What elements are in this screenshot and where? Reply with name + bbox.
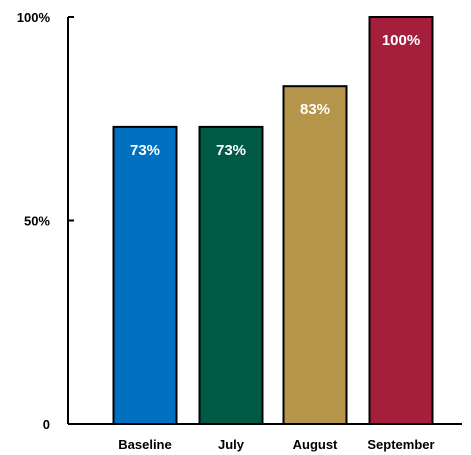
y-tick-label: 50% [24, 214, 50, 229]
bar [282, 85, 348, 425]
y-tick-label: 100% [17, 10, 51, 25]
x-tick-label: Baseline [118, 437, 171, 452]
x-tick-label: August [293, 437, 338, 452]
bar [368, 16, 434, 425]
bar-value-label: 83% [300, 101, 330, 118]
x-tick-label: September [367, 437, 434, 452]
bar [198, 125, 264, 425]
labels: 0 50% 100% 73% Baseline 73% July 83% August 100% S… [17, 10, 435, 452]
x-tick-label: July [218, 437, 245, 452]
bars [112, 16, 434, 425]
y-tick-label: 0 [43, 417, 50, 432]
bar [112, 125, 178, 425]
bar-value-label: 100% [382, 32, 420, 49]
bar-value-label: 73% [130, 142, 160, 159]
bar-value-label: 73% [216, 142, 246, 159]
